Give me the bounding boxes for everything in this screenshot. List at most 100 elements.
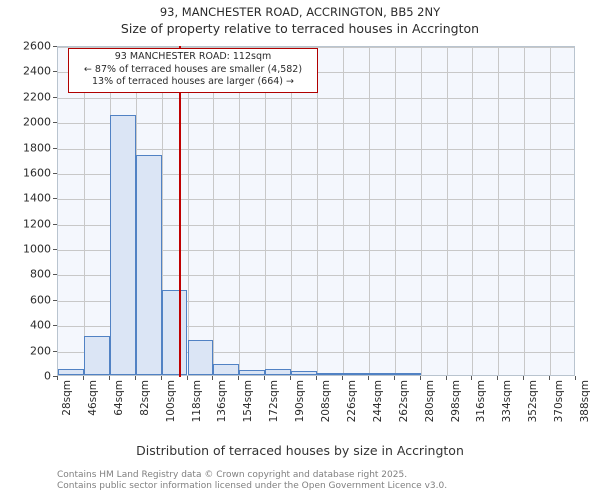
y-axis-tick-label: 800	[30, 267, 51, 281]
property-annotation-box: 93 MANCHESTER ROAD: 112sqm ← 87% of terr…	[68, 48, 318, 93]
gridline-vertical	[213, 47, 215, 375]
chart-footer: Contains HM Land Registry data © Crown c…	[57, 470, 447, 492]
x-axis-tick-mark	[445, 376, 447, 380]
x-axis-tick-label: 316sqm	[475, 380, 488, 423]
x-axis-tick-mark	[523, 376, 525, 380]
x-axis-tick-label: 226sqm	[345, 380, 358, 423]
histogram-bar	[342, 373, 369, 375]
histogram-bar	[109, 115, 136, 375]
x-axis-tick-label: 352sqm	[527, 380, 540, 423]
x-axis-tick-mark	[549, 376, 551, 380]
y-axis-tick-label: 1000	[23, 242, 51, 256]
gridline-vertical	[161, 47, 163, 375]
plot-inner	[58, 46, 574, 377]
x-axis-tick-label: 262sqm	[397, 380, 410, 423]
gridline-vertical	[291, 47, 293, 375]
histogram-bar	[368, 373, 395, 375]
x-axis-tick-label: 118sqm	[190, 380, 203, 423]
histogram-bar	[265, 369, 292, 375]
x-axis-tick-mark	[471, 376, 473, 380]
x-axis-tick-mark	[341, 376, 343, 380]
gridline-vertical	[524, 47, 526, 375]
x-axis-tick-mark	[497, 376, 499, 380]
x-axis-tick-label: 208sqm	[320, 380, 332, 423]
histogram-bar	[213, 363, 240, 375]
histogram-bar	[161, 289, 188, 375]
gridline-vertical	[265, 47, 267, 375]
y-axis-tick-mark	[53, 376, 57, 377]
y-axis-tick-label: 600	[30, 293, 51, 307]
histogram-bar	[239, 369, 266, 375]
x-axis-tick-mark	[419, 376, 421, 380]
y-axis-tick-mark	[53, 274, 57, 276]
gridline-vertical	[420, 47, 422, 375]
histogram-bar	[58, 369, 84, 375]
x-axis-tick-mark	[212, 376, 214, 380]
y-axis-tick-mark	[53, 198, 57, 200]
y-axis-tick-mark	[53, 46, 57, 47]
x-axis-tick-mark	[57, 376, 58, 380]
y-axis-tick-mark	[53, 350, 57, 352]
property-size-marker-line	[178, 46, 181, 377]
y-axis-tick-label: 2400	[23, 64, 51, 78]
y-axis-tick-label: 1400	[23, 191, 51, 205]
x-axis-tick-label: 190sqm	[294, 380, 307, 423]
gridline-horizontal	[58, 148, 574, 150]
annotation-line-1: 93 MANCHESTER ROAD: 112sqm	[114, 51, 272, 62]
y-axis-tick-mark	[53, 249, 57, 251]
annotation-line-2: ← 87% of terraced houses are smaller (4,…	[83, 63, 303, 75]
x-axis-tick-mark	[108, 376, 110, 380]
histogram-bar	[317, 372, 343, 375]
chart-title: 93, MANCHESTER ROAD, ACCRINGTON, BB5 2NY	[159, 5, 441, 19]
x-axis-tick-label: 46sqm	[86, 380, 99, 416]
histogram-bar	[291, 371, 317, 375]
annotation-line-3: 13% of terraced houses are larger (664) …	[92, 76, 294, 87]
x-axis-tick-label: 334sqm	[501, 380, 514, 423]
x-axis-tick-label: 64sqm	[112, 380, 125, 416]
y-axis-tick-mark	[53, 71, 57, 73]
gridline-vertical	[83, 47, 85, 375]
gridline-horizontal	[58, 224, 574, 226]
y-axis-tick-mark	[53, 147, 57, 149]
footer-line-1: Contains HM Land Registry data © Crown c…	[57, 470, 408, 480]
gridline-horizontal	[58, 47, 574, 48]
chart-subtitle: Size of property relative to terraced ho…	[120, 21, 480, 36]
gridline-horizontal	[58, 199, 574, 201]
gridline-horizontal	[58, 123, 574, 125]
x-axis-label: Distribution of terraced houses by size …	[136, 443, 464, 458]
x-axis-tick-label: 100sqm	[164, 380, 177, 423]
y-axis-tick-mark	[53, 299, 57, 301]
x-axis-tick-label: 28sqm	[61, 380, 73, 416]
y-axis-tick-mark	[53, 96, 57, 98]
gridline-vertical	[317, 47, 318, 375]
gridline-vertical	[472, 47, 474, 375]
histogram-bar	[187, 340, 214, 375]
x-axis-tick-label: 172sqm	[268, 380, 281, 423]
x-axis-tick-label: 280sqm	[423, 380, 436, 423]
y-axis-tick-label: 2600	[23, 39, 51, 53]
chart-title-block: 93, MANCHESTER ROAD, ACCRINGTON, BB5 2NY…	[0, 4, 600, 38]
gridline-vertical	[368, 47, 370, 375]
x-axis-tick-mark	[575, 376, 576, 380]
x-axis-tick-mark	[264, 376, 266, 380]
gridline-vertical	[342, 47, 344, 375]
y-axis-tick-label: 1800	[23, 141, 51, 155]
x-axis-tick-mark	[316, 376, 317, 380]
y-axis-tick-mark	[53, 172, 57, 174]
gridline-horizontal	[58, 351, 574, 353]
x-axis-tick-label: 82sqm	[138, 380, 151, 416]
y-axis-tick-label: 1600	[23, 166, 51, 180]
y-axis-tick-mark	[53, 223, 57, 225]
x-axis-tick-label: 154sqm	[242, 380, 255, 423]
gridline-horizontal	[58, 250, 574, 252]
x-axis-tick-mark	[186, 376, 188, 380]
gridline-horizontal	[58, 300, 574, 302]
gridline-vertical	[239, 47, 241, 375]
y-axis-tick-label: 2000	[23, 115, 51, 129]
gridline-horizontal	[58, 173, 574, 175]
gridline-horizontal	[58, 97, 574, 99]
histogram-bar	[394, 373, 421, 375]
gridline-vertical	[394, 47, 396, 375]
gridline-vertical	[187, 47, 189, 375]
